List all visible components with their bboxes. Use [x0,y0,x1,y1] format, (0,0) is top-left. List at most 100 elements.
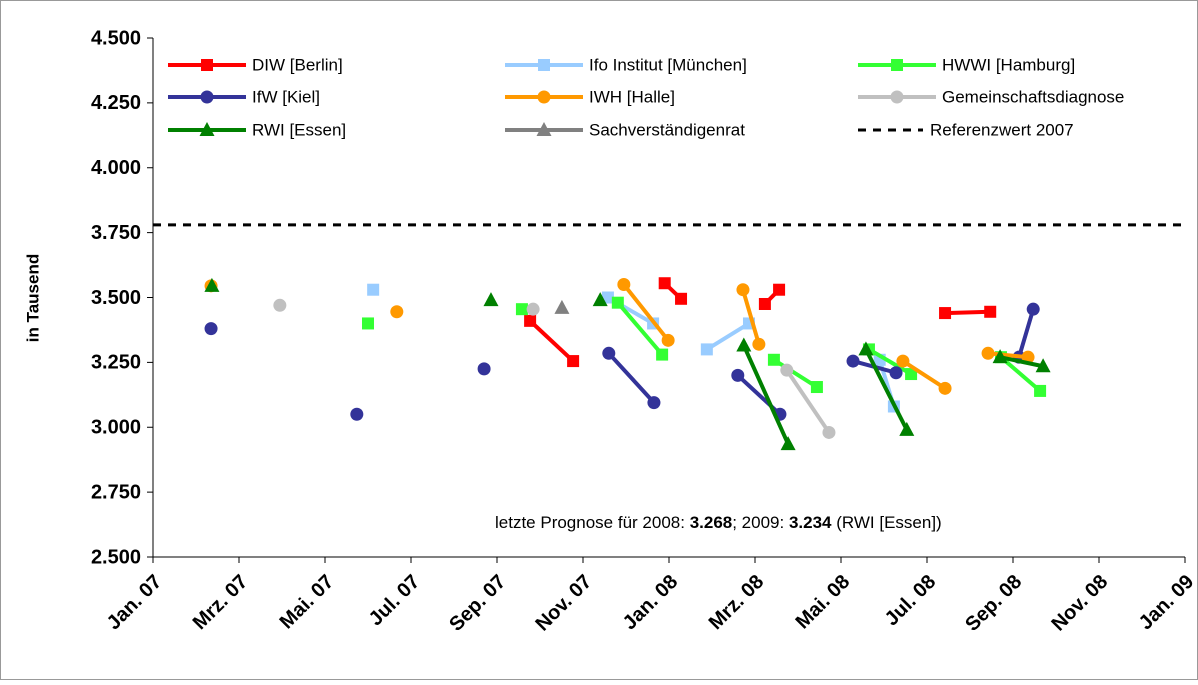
legend-marker [536,122,552,136]
marker [736,337,752,352]
marker [554,299,570,314]
legend-label: DIW [Berlin] [252,55,343,74]
marker [483,292,499,307]
marker [390,305,404,319]
marker [204,322,218,336]
marker [647,396,661,410]
legend-label: Referenzwert 2007 [930,120,1074,139]
series-line [528,281,991,363]
marker [661,333,675,347]
legend-marker [538,59,550,71]
marker [700,343,713,356]
legend-label: IfW [Kiel] [252,87,320,106]
marker [780,363,794,377]
marker [981,346,995,360]
marker [567,355,580,368]
legend-item: IfW [Kiel] [168,87,320,106]
series-line [785,369,831,434]
marker [524,314,537,327]
annotation-part: 3.234 [789,513,832,532]
marker [1035,358,1051,373]
y-tick-label: 3.500 [91,287,141,309]
marker [938,381,952,395]
legend-item: RWI [Essen] [168,120,346,139]
y-tick-label: 2.500 [91,546,141,568]
legend-item: DIW [Berlin] [168,55,343,74]
y-tick-label: 3.000 [91,417,141,439]
marker [602,346,616,360]
legend-label: Gemeinschaftsdiagnose [942,87,1124,106]
annotation-part: (RWI [Essen]) [832,513,942,532]
marker [656,348,669,361]
marker [984,305,997,318]
marker [858,341,874,356]
marker [752,337,766,351]
marker [658,277,671,290]
series-line [741,344,1044,445]
marker [617,278,631,292]
legend-marker [200,90,214,104]
legend-marker [201,59,213,71]
marker [204,277,220,292]
marker [822,425,836,439]
legend-marker [890,90,904,104]
legend-item: HWWI [Hamburg] [858,55,1075,74]
marker [601,291,614,304]
legend-item: IWH [Halle] [505,87,675,106]
marker [846,354,860,368]
marker [1034,384,1047,397]
legend-label: Ifo Institut [München] [589,55,747,74]
legend-marker [199,122,215,136]
marker [675,292,688,305]
series-line [616,301,1042,393]
marker [736,283,750,297]
marker [889,366,903,380]
legend-label: Sachverständigenrat [589,120,745,139]
annotation-part: 3.268 [690,513,733,532]
marker [905,368,918,381]
marker [367,283,380,296]
legend-label: HWWI [Hamburg] [942,55,1075,74]
legend-label: IWH [Halle] [589,87,675,106]
marker [767,353,780,366]
legend-item: Gemeinschaftsdiagnose [858,87,1124,106]
marker [526,302,540,316]
legend-marker [537,90,551,104]
marker [592,292,608,307]
marker [992,349,1008,364]
y-tick-label: 4.000 [91,157,141,179]
marker [477,362,491,376]
y-tick-label: 2.750 [91,481,141,503]
series-line [622,283,1029,391]
marker [758,297,771,310]
marker [780,436,796,451]
marker [362,317,374,330]
marker [611,296,624,309]
annotation-part: letzte Prognose für 2008: [495,513,690,532]
marker [939,307,952,320]
annotation: letzte Prognose für 2008: 3.268; 2009: 3… [495,513,942,532]
legend-item: Sachverständigenrat [505,120,745,139]
marker [899,421,915,436]
marker [350,407,364,421]
legend-item: Referenzwert 2007 [858,120,1074,139]
series-line [607,308,1036,416]
legend-label: RWI [Essen] [252,120,346,139]
marker [810,381,823,394]
marker [731,368,745,382]
y-tick-label: 4.250 [91,92,141,114]
marker [896,354,910,368]
marker [773,283,786,296]
y-axis-label: in Tausend [23,254,42,342]
annotation-part: ; 2009: [732,513,789,532]
legend-item: Ifo Institut [München] [505,55,747,74]
y-tick-label: 3.750 [91,222,141,244]
y-tick-label: 4.500 [91,27,141,49]
legend-marker [891,59,903,71]
y-tick-label: 3.250 [91,352,141,374]
marker [273,298,287,312]
marker [1026,302,1040,316]
marker [515,303,528,316]
